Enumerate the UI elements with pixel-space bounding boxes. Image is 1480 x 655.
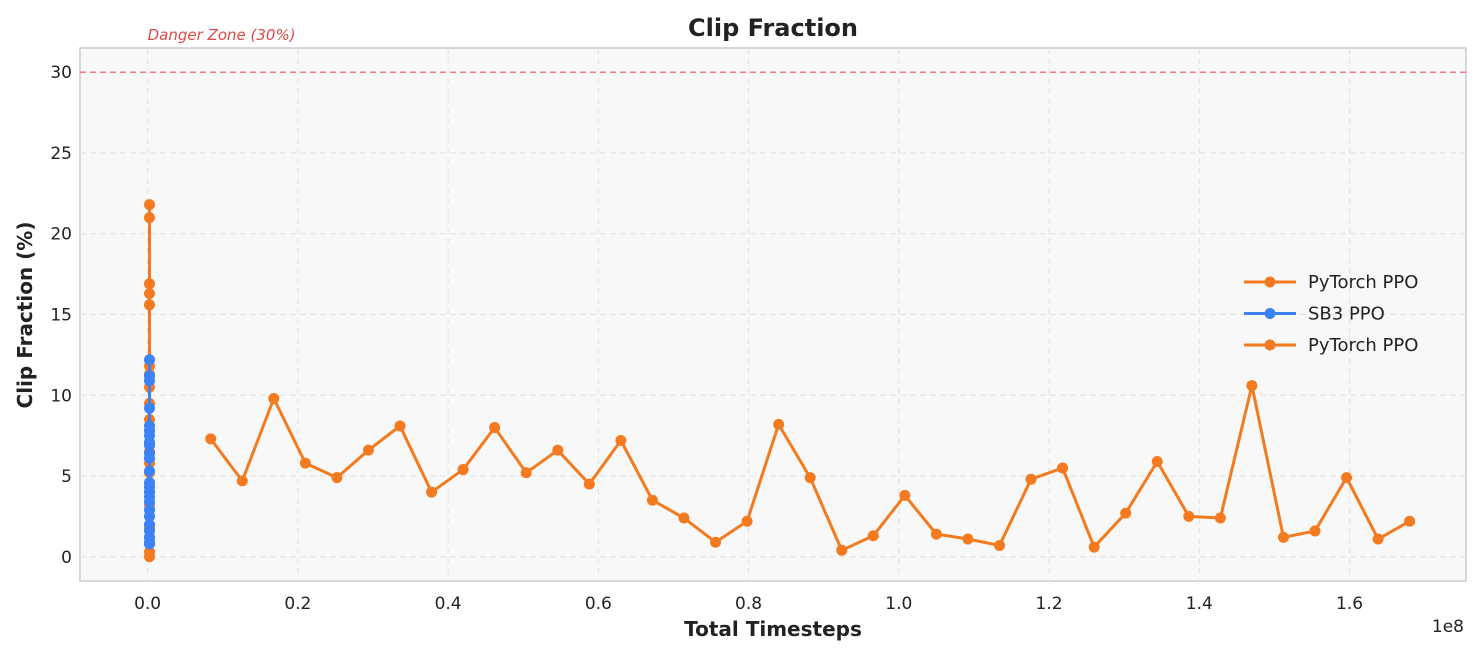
x-axis-ticks: 0.0 0.2 0.4 0.6 0.8 1.0 1.2 1.4 1.6 <box>134 594 1363 614</box>
data-point <box>143 288 155 300</box>
data-point <box>993 539 1005 551</box>
y-tick-label: 30 <box>50 63 72 83</box>
legend: PyTorch PPO SB3 PPO PyTorch PPO <box>1244 272 1418 356</box>
data-point <box>143 199 155 211</box>
y-tick-label: 15 <box>50 306 72 326</box>
legend-marker <box>1264 276 1276 288</box>
data-point <box>520 467 532 479</box>
series-2 <box>205 380 1416 556</box>
series-1 <box>143 354 155 550</box>
data-point <box>1372 533 1384 545</box>
data-point <box>143 299 155 311</box>
data-point <box>615 434 627 446</box>
y-tick-label: 25 <box>50 144 72 164</box>
danger-zone-label: Danger Zone (30%) <box>148 26 296 44</box>
x-tick-label: 0.2 <box>284 594 311 614</box>
legend-label: PyTorch PPO <box>1308 272 1418 293</box>
y-tick-label: 0 <box>61 548 72 568</box>
data-point <box>710 536 722 548</box>
x-tick-label: 1.6 <box>1336 594 1363 614</box>
data-point <box>143 465 155 477</box>
data-point <box>143 538 155 550</box>
data-point <box>205 433 217 445</box>
data-point <box>678 512 690 524</box>
data-point <box>143 510 155 522</box>
y-tick-label: 10 <box>50 386 72 406</box>
legend-label: PyTorch PPO <box>1308 335 1418 356</box>
data-point <box>143 278 155 290</box>
data-point <box>299 457 311 469</box>
data-point <box>773 418 785 430</box>
data-point <box>1183 510 1195 522</box>
data-point <box>143 354 155 366</box>
x-tick-label: 0.8 <box>735 594 762 614</box>
y-axis-label: Clip Fraction (%) <box>13 222 37 409</box>
data-point <box>867 530 879 542</box>
y-tick-label: 5 <box>61 467 72 487</box>
x-tick-label: 1.2 <box>1036 594 1063 614</box>
data-point <box>1341 472 1353 484</box>
x-axis-label: Total Timesteps <box>684 617 862 641</box>
data-point <box>1214 512 1226 524</box>
data-point <box>362 444 374 456</box>
data-point <box>143 212 155 224</box>
data-point <box>1404 515 1416 527</box>
data-point <box>1309 525 1321 537</box>
data-point <box>962 533 974 545</box>
data-point <box>583 478 595 490</box>
data-point <box>646 494 658 506</box>
data-point <box>394 420 406 432</box>
data-point <box>1057 462 1069 474</box>
data-point <box>426 486 438 498</box>
legend-item: SB3 PPO <box>1244 304 1385 325</box>
data-point <box>552 444 564 456</box>
x-tick-label: 1.4 <box>1186 594 1213 614</box>
data-point <box>143 452 155 464</box>
legend-label: SB3 PPO <box>1308 304 1385 325</box>
y-tick-label: 20 <box>50 225 72 245</box>
data-point <box>143 402 155 414</box>
x-axis-offset-label: 1e8 <box>1432 617 1464 637</box>
data-point <box>836 544 848 556</box>
legend-item: PyTorch PPO <box>1244 272 1418 293</box>
data-point <box>457 464 469 476</box>
data-point <box>143 439 155 451</box>
danger-zone-group: Danger Zone (30%) <box>80 26 1466 73</box>
series-layer <box>143 199 1416 563</box>
data-point <box>1151 455 1163 467</box>
x-tick-label: 0.4 <box>435 594 462 614</box>
x-tick-label: 0.0 <box>134 594 161 614</box>
data-point <box>489 422 501 434</box>
y-axis-ticks: 0 5 10 15 20 25 30 <box>50 63 72 568</box>
data-point <box>1277 531 1289 543</box>
legend-item: PyTorch PPO <box>1244 335 1418 356</box>
legend-marker <box>1264 339 1276 351</box>
legend-marker <box>1264 308 1276 319</box>
data-point <box>268 392 280 404</box>
chart-title: Clip Fraction <box>688 14 858 42</box>
data-point <box>331 472 343 484</box>
data-point <box>143 551 155 563</box>
data-point <box>804 472 816 484</box>
data-point <box>143 496 155 508</box>
x-tick-label: 0.6 <box>585 594 612 614</box>
data-point <box>930 528 942 540</box>
x-tick-label: 1.0 <box>885 594 912 614</box>
data-point <box>899 489 911 501</box>
data-point <box>1246 380 1258 392</box>
data-point <box>1120 507 1132 519</box>
data-point <box>236 475 248 487</box>
data-point <box>1088 541 1100 553</box>
data-point <box>1025 473 1037 485</box>
data-point <box>741 515 753 527</box>
data-point <box>143 375 155 387</box>
